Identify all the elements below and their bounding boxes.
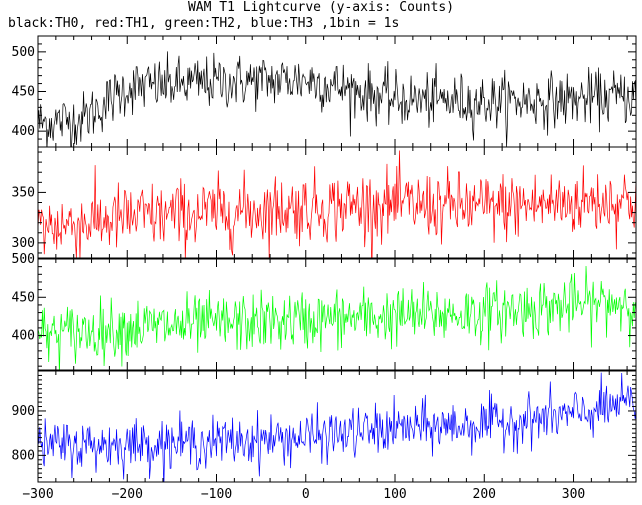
- y-tick-label: 400: [12, 124, 35, 139]
- y-tick-label: 400: [12, 329, 35, 344]
- y-tick-label: 900: [12, 404, 35, 419]
- x-tick-label: 0: [302, 487, 310, 502]
- lightcurve-th1: [38, 150, 636, 258]
- y-tick-label: 500: [12, 252, 35, 267]
- x-tick-label: 200: [473, 487, 496, 502]
- panel-frame-th3: [37, 370, 637, 483]
- panel-frame-th2: [37, 258, 637, 371]
- y-tick-label: 800: [12, 448, 35, 463]
- y-tick-label: 350: [12, 185, 35, 200]
- lightcurve-th2: [38, 266, 636, 370]
- panel-frame-th1: [37, 146, 637, 259]
- lightcurve-th3: [38, 372, 636, 482]
- panel-frame-th0: [37, 35, 637, 148]
- y-tick-label: 450: [12, 85, 35, 100]
- y-tick-label: 500: [12, 45, 35, 60]
- x-tick-label: −300: [22, 487, 53, 502]
- x-tick-label: −200: [112, 487, 143, 502]
- y-tick-label: 450: [12, 290, 35, 305]
- lightcurve-th0: [38, 51, 636, 147]
- x-tick-label: 300: [562, 487, 585, 502]
- x-tick-label: 100: [383, 487, 406, 502]
- y-tick-label: 300: [12, 236, 35, 251]
- chart-subtitle: black:TH0, red:TH1, green:TH2, blue:TH3 …: [8, 16, 400, 31]
- chart-title: WAM T1 Lightcurve (y-axis: Counts): [187, 0, 455, 15]
- x-tick-label: −100: [201, 487, 232, 502]
